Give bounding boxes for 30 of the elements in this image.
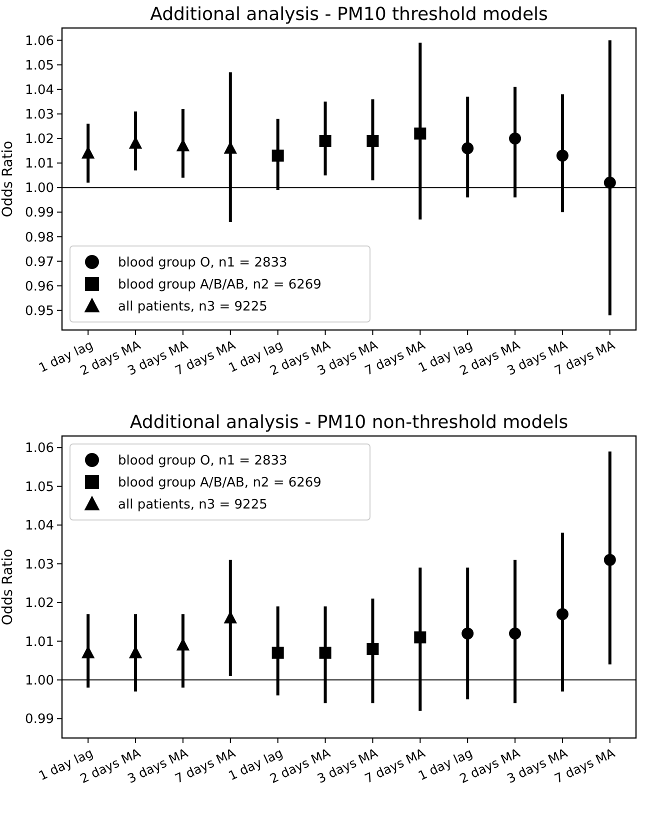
y-tick-label: 0.99 <box>25 206 54 221</box>
y-tick-label: 1.05 <box>25 480 54 495</box>
y-axis-title: Odds Ratio <box>0 548 16 626</box>
y-tick-label: 1.03 <box>25 557 54 572</box>
legend-label: all patients, n3 = 9225 <box>118 300 268 315</box>
legend-label: blood group O, n1 = 2833 <box>118 454 288 469</box>
y-tick-label: 1.01 <box>25 634 54 650</box>
y-tick-label: 0.98 <box>25 230 54 246</box>
legend-label: blood group O, n1 = 2833 <box>118 256 288 271</box>
y-tick-label: 1.06 <box>25 441 54 456</box>
chart-title: Additional analysis - PM10 non-threshold models <box>130 412 568 433</box>
y-tick-label: 1.03 <box>25 107 54 122</box>
y-tick-label: 0.99 <box>25 712 54 728</box>
y-tick-label: 0.97 <box>25 254 54 270</box>
y-tick-label: 1.00 <box>25 673 54 688</box>
y-axis-title: Odds Ratio <box>0 140 16 218</box>
y-tick-label: 1.02 <box>25 596 54 612</box>
legend-label: all patients, n3 = 9225 <box>118 498 268 513</box>
y-tick-label: 1.02 <box>25 132 54 148</box>
y-tick-label: 0.96 <box>25 279 54 294</box>
y-tick-label: 1.04 <box>25 82 54 98</box>
legend-label: blood group A/B/AB, n2 = 6269 <box>118 476 322 491</box>
y-tick-label: 1.06 <box>25 34 54 49</box>
chart-title: Additional analysis - PM10 threshold models <box>150 4 548 25</box>
y-tick-label: 1.01 <box>25 156 54 172</box>
y-tick-label: 1.00 <box>25 181 54 196</box>
y-tick-label: 0.95 <box>25 304 54 319</box>
y-tick-label: 1.04 <box>25 518 54 534</box>
y-tick-label: 1.05 <box>25 58 54 74</box>
legend-label: blood group A/B/AB, n2 = 6269 <box>118 278 322 293</box>
